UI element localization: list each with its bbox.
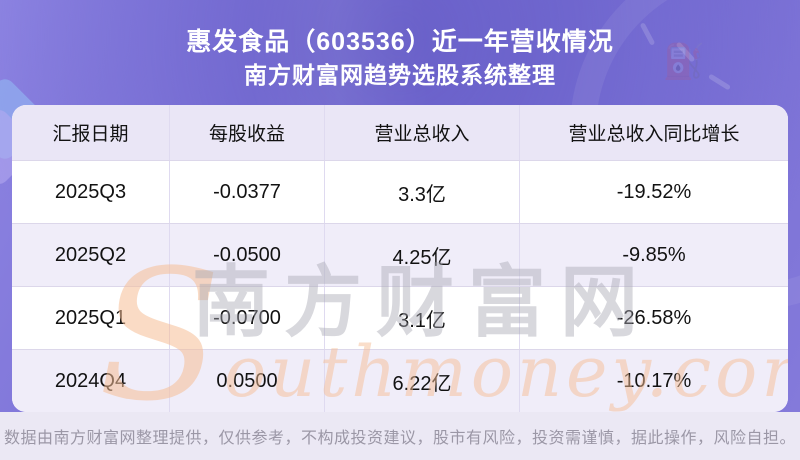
disclaimer-text: 数据由南方财富网整理提供，仅供参考，不构成投资建议，股市有风险，投资需谨慎，据此… bbox=[3, 430, 796, 447]
cell-total-revenue: 3.3亿 bbox=[324, 161, 519, 223]
page-subtitle: 南方财富网趋势选股系统整理 bbox=[244, 62, 556, 88]
table-row: 2024Q4 0.0500 6.22亿 -10.17% bbox=[12, 349, 788, 412]
table-row: 2025Q1 -0.0700 3.1亿 -26.58% bbox=[12, 286, 788, 349]
footer-bar: 数据由南方财富网整理提供，仅供参考，不构成投资建议，股市有风险，投资需谨慎，据此… bbox=[0, 412, 800, 460]
cell-eps: -0.0377 bbox=[169, 161, 324, 223]
column-header-yoy-growth: 营业总收入同比增长 bbox=[519, 105, 788, 160]
column-header-eps: 每股收益 bbox=[169, 105, 324, 160]
cell-eps: -0.0700 bbox=[169, 287, 324, 349]
cell-report-date: 2025Q1 bbox=[54, 306, 127, 329]
cell-total-revenue: 4.25亿 bbox=[324, 224, 519, 286]
table-header-row: 汇报日期 每股收益 营业总收入 营业总收入同比增长 bbox=[12, 105, 788, 160]
table-row: 2025Q3 -0.0377 3.3亿 -19.52% bbox=[12, 160, 788, 223]
cell-yoy-growth: -26.58% bbox=[519, 287, 788, 349]
column-header-report-date: 汇报日期 bbox=[52, 124, 129, 145]
cell-report-date: 2024Q4 bbox=[54, 369, 127, 392]
page-header: 惠发食品（603536）近一年营收情况 南方财富网趋势选股系统整理 bbox=[0, 26, 800, 91]
table-row: 2025Q2 -0.0500 4.25亿 -9.85% bbox=[12, 223, 788, 286]
cell-report-date: 2025Q2 bbox=[54, 243, 127, 266]
cell-report-date: 2025Q3 bbox=[54, 180, 127, 203]
cell-yoy-growth: -19.52% bbox=[519, 161, 788, 223]
cell-yoy-growth: -9.85% bbox=[519, 224, 788, 286]
page-title: 惠发食品（603536）近一年营收情况 bbox=[186, 28, 614, 56]
cell-total-revenue: 6.22亿 bbox=[324, 350, 519, 412]
cell-total-revenue: 3.1亿 bbox=[324, 287, 519, 349]
cell-yoy-growth: -10.17% bbox=[519, 350, 788, 412]
cell-eps: 0.0500 bbox=[169, 350, 324, 412]
column-header-total-revenue: 营业总收入 bbox=[324, 105, 519, 160]
revenue-table: 汇报日期 每股收益 营业总收入 营业总收入同比增长 2025Q3 -0.0377… bbox=[12, 105, 788, 412]
cell-eps: -0.0500 bbox=[169, 224, 324, 286]
